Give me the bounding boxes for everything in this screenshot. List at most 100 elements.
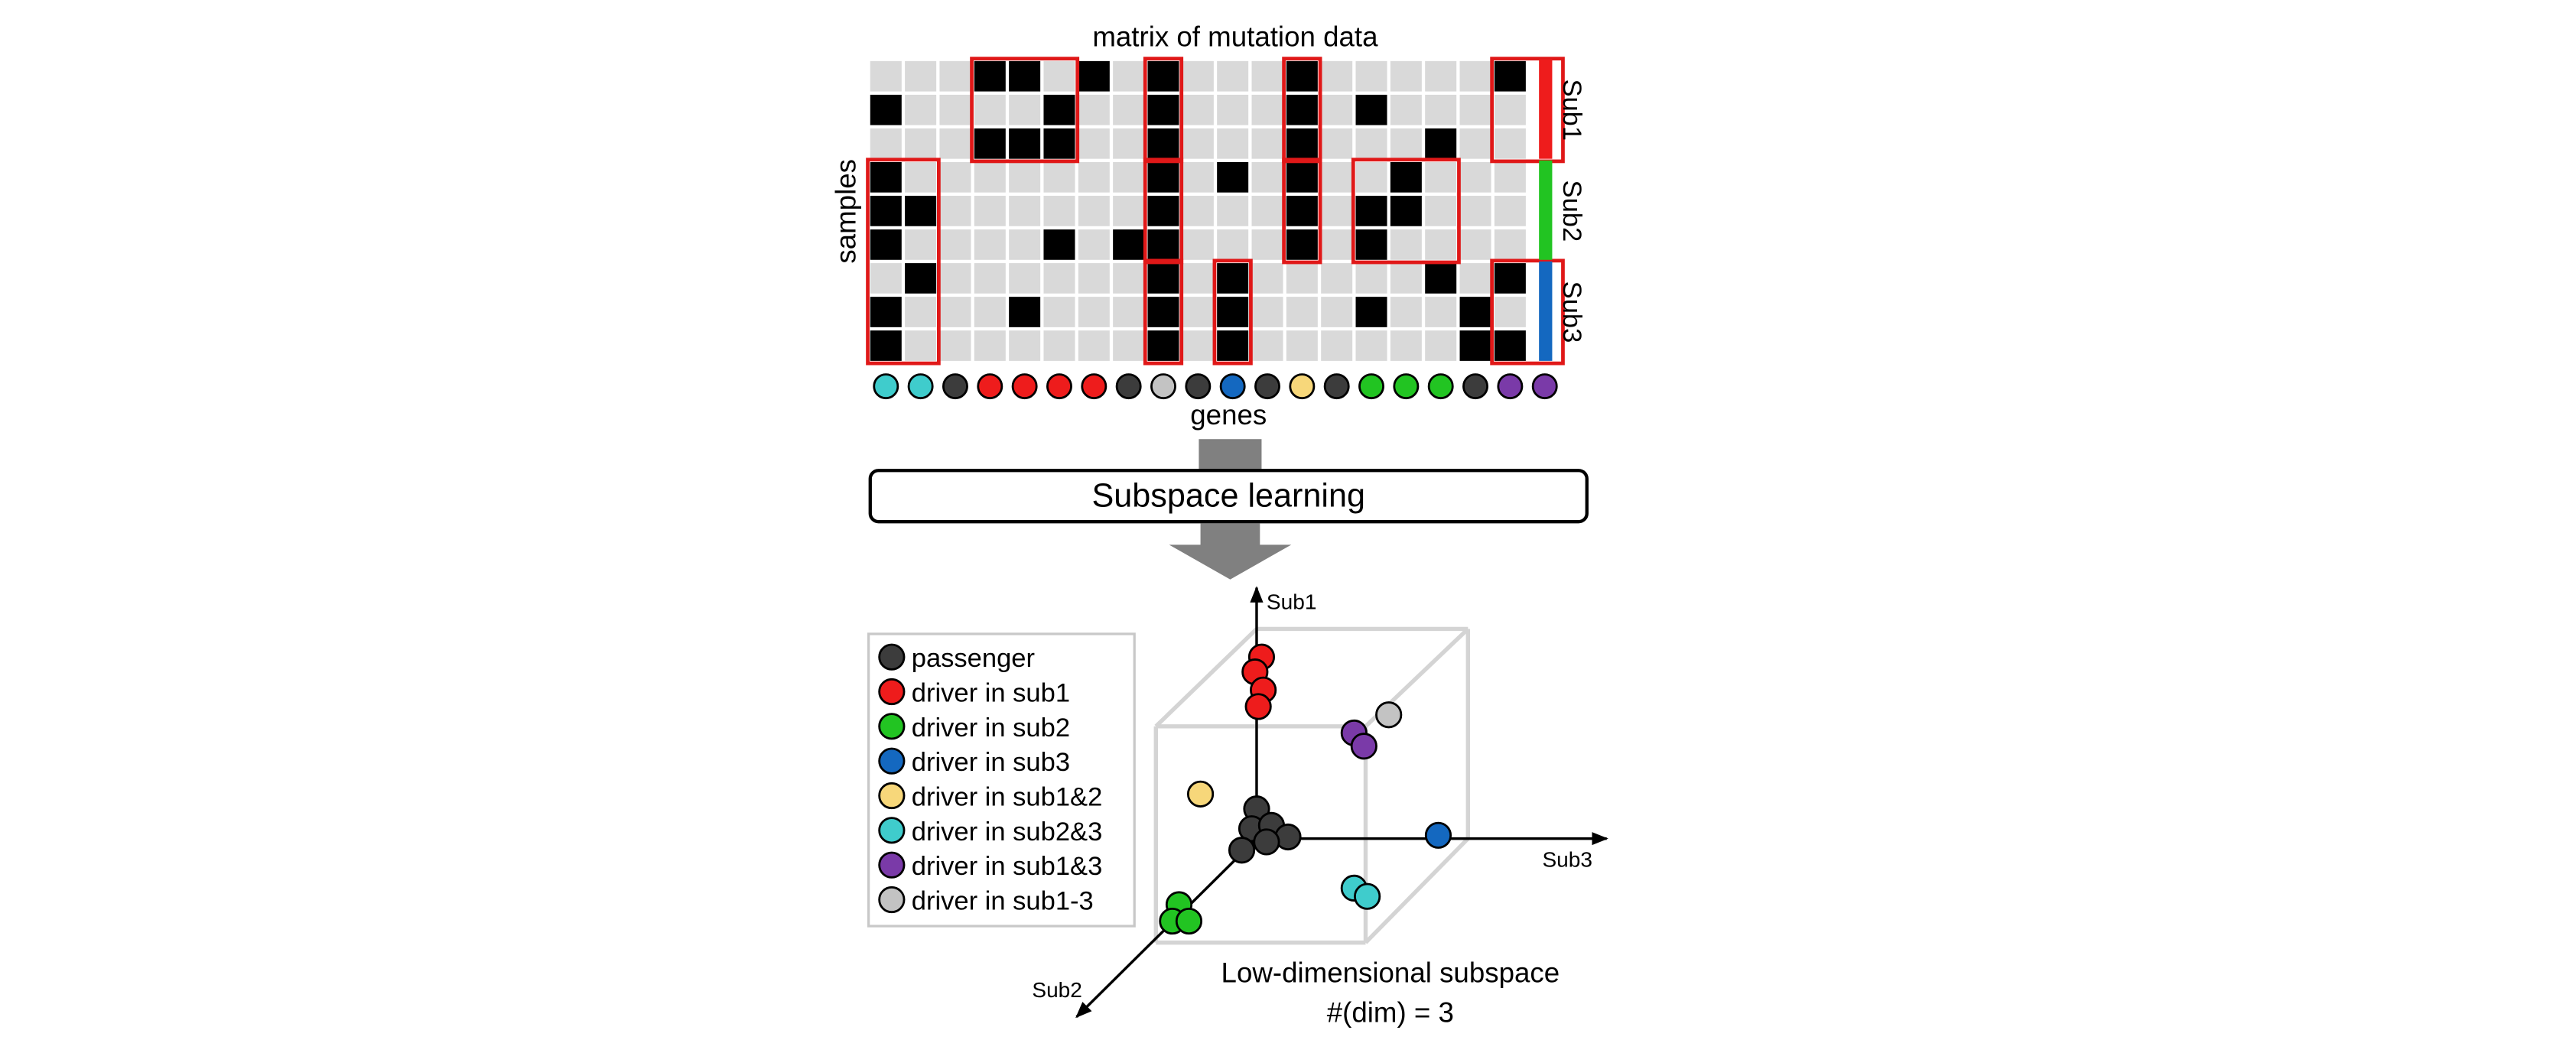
driver-block-outline [866, 158, 941, 366]
matrix-cell-mutated [905, 196, 937, 226]
matrix-cell-mutated [870, 161, 902, 193]
matrix-cell [1321, 128, 1353, 159]
matrix-cell [1459, 161, 1491, 193]
matrix-cell [1217, 196, 1249, 226]
matrix-cell [1113, 297, 1145, 327]
matrix-cell-mutated [870, 229, 902, 260]
matrix-cell [905, 297, 937, 327]
matrix-cell [1286, 330, 1318, 361]
gene-point [1175, 907, 1203, 935]
matrix-cell [1078, 128, 1110, 159]
matrix-cell [1390, 229, 1422, 260]
driver-block-outline [1490, 258, 1565, 366]
legend-marker [878, 886, 906, 914]
legend-marker [878, 782, 906, 810]
matrix-cell [1321, 263, 1353, 294]
matrix-cell [1459, 229, 1491, 260]
matrix-cell-mutated [974, 60, 1006, 92]
gene-point [1228, 837, 1256, 864]
matrix-cell [1459, 60, 1491, 92]
subtype-label: Sub1 [1557, 79, 1586, 141]
gene-point [1375, 701, 1403, 729]
matrix-cell [1113, 60, 1145, 92]
matrix-cell [1113, 196, 1145, 226]
matrix-cell [1251, 128, 1283, 159]
matrix-cell [1494, 128, 1526, 159]
gene-point [1350, 733, 1377, 760]
matrix-cell-mutated [1217, 161, 1249, 193]
gene-dot [1497, 373, 1524, 400]
matrix-cell [1355, 330, 1387, 361]
matrix-cell-mutated [1009, 297, 1041, 327]
matrix-cell [1009, 330, 1041, 361]
matrix-cell-mutated [1078, 60, 1110, 92]
matrix-cell [1182, 94, 1214, 125]
legend-box [867, 632, 1136, 928]
matrix-cell-mutated [1043, 94, 1075, 125]
subspace-learning-box [868, 469, 1589, 524]
gene-dot [942, 373, 968, 400]
legend-marker [878, 678, 906, 706]
gene-dot [977, 373, 1003, 400]
matrix-cell [1217, 229, 1249, 260]
matrix-cell-mutated [1459, 297, 1491, 327]
matrix-cell [1251, 297, 1283, 327]
matrix-cell [1113, 161, 1145, 193]
mutation-matrix [870, 60, 1526, 361]
matrix-cell-mutated [1147, 229, 1179, 260]
matrix-cell-mutated [974, 128, 1006, 159]
matrix-cell [905, 60, 937, 92]
legend-label: passenger [912, 644, 1035, 673]
driver-block-outline [1212, 258, 1253, 366]
subtype-bar [1539, 160, 1553, 260]
matrix-cell [1043, 330, 1075, 361]
gene-dot [1358, 373, 1384, 400]
matrix-cell [1321, 94, 1353, 125]
matrix-cell-mutated [1217, 297, 1249, 327]
matrix-cell [1286, 297, 1318, 327]
matrix-cell [1113, 263, 1145, 294]
matrix-cell [974, 263, 1006, 294]
matrix-cell [1494, 229, 1526, 260]
matrix-cell [1182, 297, 1214, 327]
matrix-cell [974, 94, 1006, 125]
matrix-cell [905, 94, 937, 125]
matrix-cell [939, 196, 971, 226]
matrix-cell [1425, 161, 1457, 193]
matrix-cell [1043, 196, 1075, 226]
matrix-cell [1251, 263, 1283, 294]
gene-dot [1323, 373, 1350, 400]
legend: passenger driver in sub1 driver in sub2 dri… [878, 643, 1102, 915]
matrix-cell [1113, 94, 1145, 125]
matrix-cell-mutated [1286, 128, 1318, 159]
gene-dot [1427, 373, 1454, 400]
gene-dot [1185, 373, 1212, 400]
matrix-cell [1494, 161, 1526, 193]
matrix-cell-mutated [1043, 128, 1075, 159]
matrix-cell [1321, 330, 1353, 361]
matrix-cell [1390, 94, 1422, 125]
gene-dot [1081, 373, 1107, 400]
subtype-bars: Sub1 Sub2 Sub3 [1539, 59, 1586, 361]
matrix-cell-mutated [870, 196, 902, 226]
matrix-cell [1182, 196, 1214, 226]
driver-block-outline [970, 57, 1080, 164]
matrix-cell [1182, 161, 1214, 193]
gene-point [1186, 780, 1215, 808]
matrix-cell [1390, 60, 1422, 92]
matrix-cell [905, 330, 937, 361]
gene-dot [1011, 373, 1038, 400]
matrix-cell [1009, 161, 1041, 193]
matrix-cell [1009, 263, 1041, 294]
matrix-cell-mutated [870, 330, 902, 361]
matrix-cell [1182, 330, 1214, 361]
matrix-cell [1182, 60, 1214, 92]
matrix-cell-mutated [1286, 161, 1318, 193]
matrix-cell-mutated [1009, 128, 1041, 159]
matrix-cell [1113, 330, 1145, 361]
legend-label: driver in sub1 [912, 678, 1070, 707]
matrix-cell [1390, 297, 1422, 327]
matrix-cell-mutated [1286, 60, 1318, 92]
matrix-cell [1321, 297, 1353, 327]
matrix-cell-mutated [1043, 229, 1075, 260]
